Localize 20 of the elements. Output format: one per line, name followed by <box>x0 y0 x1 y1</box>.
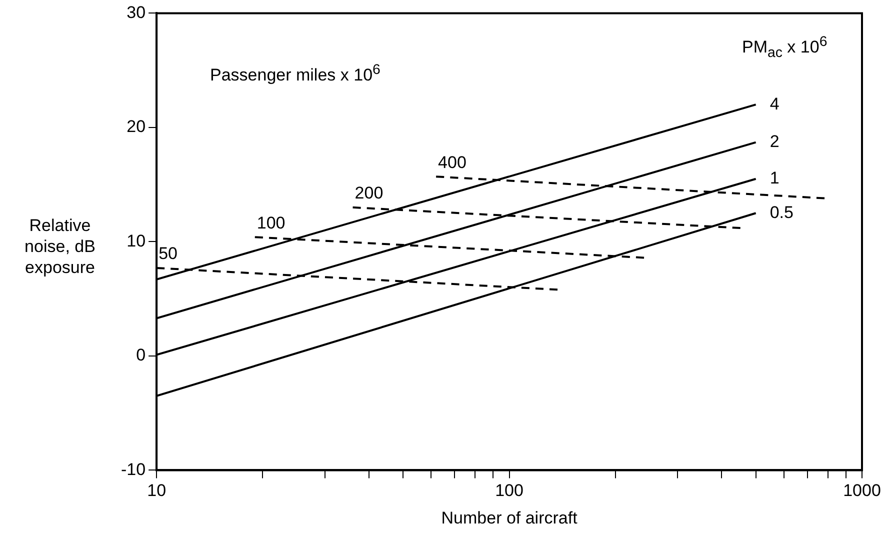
y-tick-label: 30 <box>126 2 146 22</box>
y-tick-label: 20 <box>126 117 146 136</box>
annotation: Passenger miles x 10$^{6}$ <box>210 62 380 86</box>
series-label: 0.5 <box>770 202 794 222</box>
series-label: 400 <box>438 152 466 172</box>
y-tick-label: 0 <box>136 346 146 365</box>
y-tick-label: -10 <box>120 460 146 479</box>
series-label: 4 <box>770 94 780 114</box>
x-tick-label: 100 <box>495 481 524 500</box>
annotation: PM$_{ac}$ x 10$^{6}$ <box>742 34 828 62</box>
y-axis-title: Relative noise, dB exposure <box>24 215 96 278</box>
series-label: 50 <box>158 244 178 264</box>
series-label: 1 <box>770 168 780 188</box>
x-axis-title: Number of aircraft <box>441 508 578 528</box>
y-tick-label: 10 <box>126 231 146 250</box>
series-label: 200 <box>354 184 384 203</box>
x-tick-label: 10 <box>147 481 166 500</box>
x-tick-label: 1000 <box>843 481 881 500</box>
series-label: 100 <box>256 213 286 232</box>
series-label: 2 <box>770 132 780 151</box>
